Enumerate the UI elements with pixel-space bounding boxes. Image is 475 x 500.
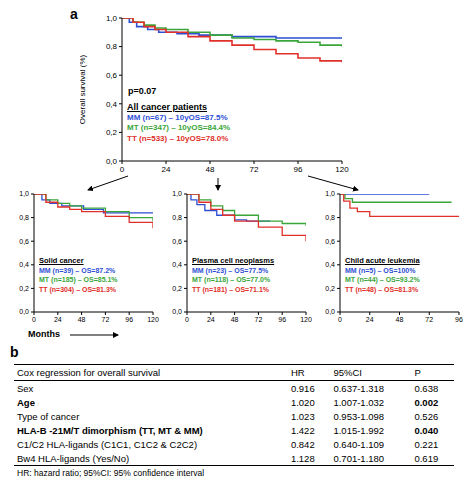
- html-text:0.701-1.180: 0.701-1.180: [333, 452, 385, 464]
- html-text:HLA-B -21M/T dimorphism (TT, M: HLA-B -21M/T dimorphism (TT, MT & MM): [17, 424, 203, 436]
- html-text:TT (n=533) – 10yOS=78.0%: TT (n=533) – 10yOS=78.0%: [127, 133, 229, 143]
- html-text:TT (n=48) – OS=81.3%: TT (n=48) – OS=81.3%: [345, 285, 419, 293]
- html-text:Solid cancer: Solid cancer: [39, 256, 84, 265]
- svg-text:0,8: 0,8: [325, 214, 335, 221]
- svg-text:24: 24: [366, 316, 374, 323]
- html-text:0.953-1.098: 0.953-1.098: [333, 410, 385, 422]
- svg-text:96: 96: [125, 316, 133, 323]
- svg-text:0,2: 0,2: [19, 285, 29, 292]
- svg-text:0,6: 0,6: [172, 238, 182, 245]
- svg-text:72: 72: [255, 316, 263, 323]
- svg-text:96: 96: [278, 316, 286, 323]
- svg-text:0,6: 0,6: [19, 238, 29, 245]
- html-text:TT (n=181) – OS=71.1%: TT (n=181) – OS=71.1%: [192, 285, 269, 293]
- html-text:Sex: Sex: [17, 382, 34, 394]
- html-text:MM (n=39) – OS=87.2%: MM (n=39) – OS=87.2%: [39, 266, 116, 274]
- svg-text:120: 120: [335, 165, 349, 174]
- svg-text:0,4: 0,4: [325, 261, 335, 268]
- svg-text:0: 0: [32, 316, 36, 323]
- html-text:HR: HR: [290, 367, 305, 378]
- html-text:Child acute leukemia: Child acute leukemia: [345, 256, 420, 265]
- html-text:95%CI: 95%CI: [333, 367, 362, 378]
- html-text:Type of cancer: Type of cancer: [17, 410, 80, 422]
- svg-text:0,0: 0,0: [106, 157, 118, 166]
- svg-text:1,0: 1,0: [19, 190, 29, 197]
- html-text:MM (n=67) – 10yOS=87.5%: MM (n=67) – 10yOS=87.5%: [127, 112, 228, 122]
- svg-text:Overall survival (%): Overall survival (%): [80, 54, 87, 124]
- svg-text:1,0: 1,0: [172, 190, 182, 197]
- svg-text:0: 0: [120, 165, 125, 174]
- svg-text:0,2: 0,2: [106, 128, 118, 137]
- html-text:0.002: 0.002: [414, 396, 439, 408]
- svg-text:24: 24: [54, 316, 62, 323]
- html-text:P: P: [414, 367, 421, 378]
- html-text:Months: Months: [28, 329, 60, 339]
- html-text:C1/C2 HLA-ligands (C1C1, C1C2: C1/C2 HLA-ligands (C1C1, C1C2 & C2C2): [17, 438, 197, 450]
- html-text:HR: hazard ratio; 95%CI: 95% c: HR: hazard ratio; 95%CI: 95% confidence …: [17, 468, 205, 478]
- svg-text:0,2: 0,2: [172, 285, 182, 292]
- svg-text:48: 48: [206, 165, 215, 174]
- svg-text:0,4: 0,4: [19, 261, 29, 268]
- html-text:MT (n=118) – OS=77.0%: MT (n=118) – OS=77.0%: [192, 276, 271, 283]
- html-text:1.020: 1.020: [290, 396, 315, 408]
- svg-text:0,4: 0,4: [106, 100, 118, 109]
- svg-text:0,0: 0,0: [325, 308, 335, 315]
- html-text:0.842: 0.842: [290, 438, 315, 450]
- html-text:b: b: [10, 344, 19, 360]
- html-text:Bw4 HLA-ligands (Yes/No): Bw4 HLA-ligands (Yes/No): [17, 452, 130, 464]
- svg-text:0,2: 0,2: [325, 285, 335, 292]
- html-text:1.007-1.032: 1.007-1.032: [333, 396, 385, 408]
- html-text:a: a: [70, 6, 78, 22]
- html-text:0.638: 0.638: [414, 382, 439, 394]
- html-text:MT (n=347) – 10yOS=84.4%: MT (n=347) – 10yOS=84.4%: [127, 123, 231, 132]
- html-text:0.526: 0.526: [414, 410, 439, 422]
- svg-text:72: 72: [425, 316, 433, 323]
- svg-text:0,0: 0,0: [19, 308, 29, 315]
- svg-text:72: 72: [250, 165, 259, 174]
- svg-text:48: 48: [396, 316, 404, 323]
- html-text:1.422: 1.422: [290, 424, 315, 436]
- html-text:p=0.07: p=0.07: [128, 85, 157, 96]
- svg-text:0,8: 0,8: [172, 214, 182, 221]
- html-text:Age: Age: [17, 396, 35, 408]
- html-text:TT (n=304) – OS=81.3%: TT (n=304) – OS=81.3%: [39, 285, 116, 293]
- svg-text:0,8: 0,8: [106, 42, 118, 51]
- svg-text:0,4: 0,4: [172, 261, 182, 268]
- svg-text:0,8: 0,8: [19, 214, 29, 221]
- html-text:MT (n=44) – OS=93.2%: MT (n=44) – OS=93.2%: [345, 276, 420, 283]
- svg-text:0,6: 0,6: [325, 238, 335, 245]
- html-text:MM (n=5) – OS=100%: MM (n=5) – OS=100%: [345, 266, 416, 274]
- html-text:0.637-1.318: 0.637-1.318: [333, 382, 385, 394]
- html-text:0.221: 0.221: [414, 438, 439, 450]
- html-text:0.640-1.109: 0.640-1.109: [333, 438, 385, 450]
- svg-text:120: 120: [147, 316, 159, 323]
- html-text:1.128: 1.128: [290, 452, 315, 464]
- svg-text:0,0: 0,0: [172, 308, 182, 315]
- html-text:0.916: 0.916: [290, 382, 315, 394]
- html-text:1.023: 1.023: [290, 410, 315, 422]
- svg-text:0: 0: [185, 316, 189, 323]
- html-text:MM (n=23) – OS=77.5%: MM (n=23) – OS=77.5%: [192, 266, 269, 274]
- html-text:0.040: 0.040: [414, 424, 439, 436]
- svg-text:1,0: 1,0: [106, 14, 118, 23]
- svg-text:0: 0: [338, 316, 342, 323]
- html-text:Cox regression for overall sur: Cox regression for overall survival: [17, 367, 161, 378]
- html-text:1.015-1.992: 1.015-1.992: [333, 424, 385, 436]
- svg-text:0,6: 0,6: [106, 71, 118, 80]
- svg-text:24: 24: [207, 316, 215, 323]
- svg-text:48: 48: [231, 316, 239, 323]
- svg-text:24: 24: [162, 165, 171, 174]
- svg-text:72: 72: [102, 316, 110, 323]
- html-text:Plasma cell neoplasms: Plasma cell neoplasms: [192, 256, 275, 265]
- html-text:0.619: 0.619: [414, 452, 439, 464]
- svg-text:120: 120: [300, 316, 312, 323]
- svg-text:1,0: 1,0: [325, 190, 335, 197]
- svg-text:48: 48: [78, 316, 86, 323]
- svg-text:96: 96: [294, 165, 303, 174]
- svg-text:96: 96: [455, 316, 463, 323]
- html-text:All cancer patients: All cancer patients: [127, 102, 207, 112]
- html-text:MT (n=185) – OS=85.1%: MT (n=185) – OS=85.1%: [39, 276, 118, 283]
